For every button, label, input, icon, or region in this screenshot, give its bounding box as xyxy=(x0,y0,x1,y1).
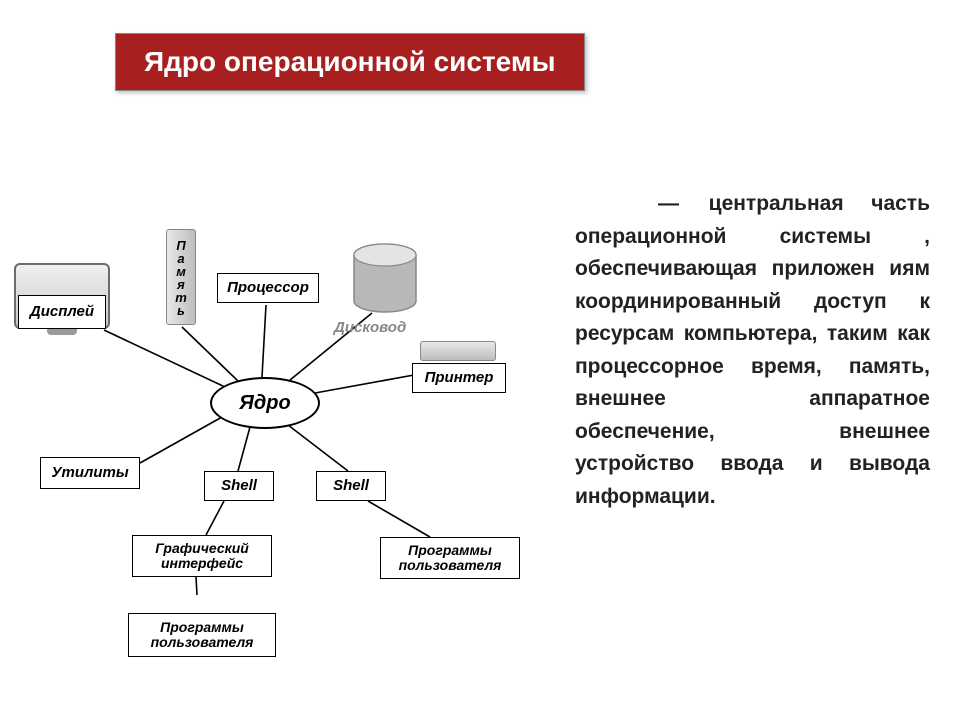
description-dash: — xyxy=(658,192,681,215)
node-printer: Принтер xyxy=(412,363,506,393)
edge-core-cpu xyxy=(262,305,266,377)
disk-label: Дисковод xyxy=(334,319,406,336)
node-gui: Графическийинтерфейс xyxy=(132,535,272,577)
node-shell2: Shell xyxy=(316,471,386,501)
node-display: Дисплей xyxy=(18,295,106,329)
edge-core-display xyxy=(104,330,225,387)
node-core: Ядро xyxy=(210,377,320,429)
edge-core-shell1 xyxy=(238,427,250,471)
node-userprog2: Программыпользователя xyxy=(380,537,520,579)
edge-gui-userprog1 xyxy=(196,577,198,595)
description-body: центральная часть операционной системы ,… xyxy=(575,192,930,508)
kernel-diagram: Память Дисковод Ядро Дисплей Процессор При… xyxy=(0,115,560,595)
edge-core-printer xyxy=(315,375,414,393)
printer-icon xyxy=(420,341,496,361)
description-text: — центральная часть операционной системы… xyxy=(575,188,930,513)
slide-title: Ядро операционной системы xyxy=(115,33,585,91)
edge-shell2-userprog2 xyxy=(368,501,430,537)
node-userprog1: Программыпользователя xyxy=(128,613,276,657)
disk-icon xyxy=(352,243,418,313)
node-cpu: Процессор xyxy=(217,273,319,303)
memory-icon: Память xyxy=(166,229,196,325)
edge-core-utilities xyxy=(140,417,222,463)
edge-core-shell2 xyxy=(288,425,348,471)
node-utilities: Утилиты xyxy=(40,457,140,489)
node-shell1: Shell xyxy=(204,471,274,501)
edge-shell1-gui xyxy=(206,501,224,535)
edge-core-memory xyxy=(182,327,238,381)
